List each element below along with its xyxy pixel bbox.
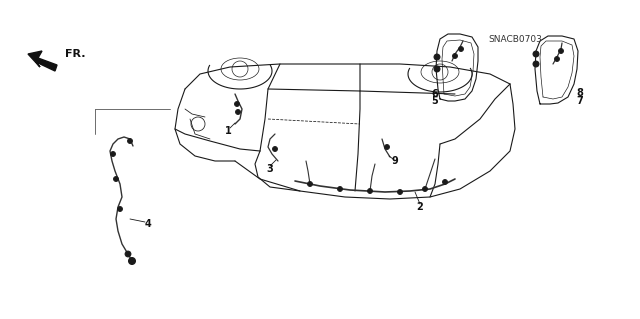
- Text: 5: 5: [431, 96, 438, 106]
- Polygon shape: [28, 51, 57, 71]
- Circle shape: [385, 145, 390, 150]
- Text: 7: 7: [577, 96, 584, 106]
- Circle shape: [307, 182, 312, 187]
- Text: 1: 1: [225, 126, 232, 136]
- Text: 8: 8: [577, 88, 584, 98]
- Text: 9: 9: [392, 156, 398, 166]
- Circle shape: [118, 206, 122, 211]
- Text: 3: 3: [267, 164, 273, 174]
- Text: 6: 6: [431, 89, 438, 99]
- Circle shape: [111, 152, 115, 157]
- Circle shape: [434, 66, 440, 72]
- Circle shape: [127, 138, 132, 144]
- Circle shape: [273, 146, 278, 152]
- Circle shape: [458, 47, 463, 51]
- Circle shape: [452, 54, 458, 58]
- Text: 4: 4: [145, 219, 152, 229]
- Circle shape: [113, 176, 118, 182]
- Circle shape: [442, 180, 447, 184]
- Text: SNACB0703: SNACB0703: [488, 34, 542, 43]
- Circle shape: [125, 251, 131, 257]
- Circle shape: [337, 187, 342, 191]
- Circle shape: [533, 51, 539, 57]
- Circle shape: [367, 189, 372, 194]
- Text: 2: 2: [417, 202, 424, 212]
- Circle shape: [234, 101, 239, 107]
- Circle shape: [554, 56, 559, 62]
- Circle shape: [236, 109, 241, 115]
- Circle shape: [559, 48, 563, 54]
- Circle shape: [434, 54, 440, 60]
- Circle shape: [533, 61, 539, 67]
- Text: FR.: FR.: [65, 49, 86, 59]
- Circle shape: [129, 257, 136, 264]
- Circle shape: [422, 187, 428, 191]
- Circle shape: [397, 189, 403, 195]
